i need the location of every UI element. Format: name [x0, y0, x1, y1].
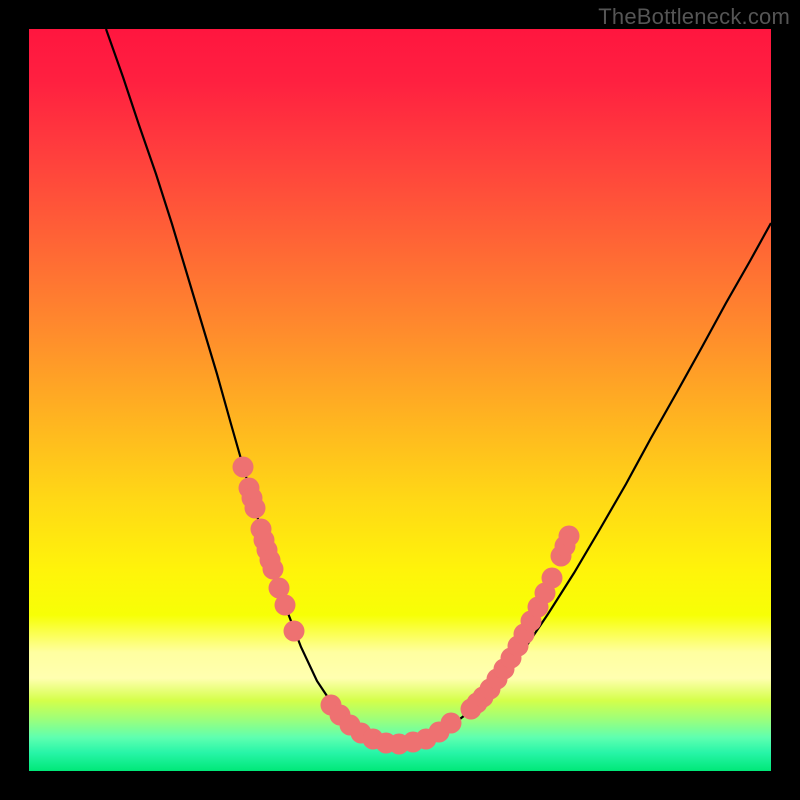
watermark-text: TheBottleneck.com — [598, 4, 790, 30]
marker-dot — [559, 526, 580, 547]
marker-group — [233, 457, 580, 755]
marker-dot — [263, 559, 284, 580]
marker-dot — [441, 713, 462, 734]
marker-dot — [275, 595, 296, 616]
v-curve-layer — [29, 29, 771, 771]
marker-dot — [542, 568, 563, 589]
marker-dot — [245, 498, 266, 519]
marker-dot — [233, 457, 254, 478]
v-curve — [106, 29, 771, 744]
marker-dot — [284, 621, 305, 642]
chart-area — [29, 29, 771, 771]
